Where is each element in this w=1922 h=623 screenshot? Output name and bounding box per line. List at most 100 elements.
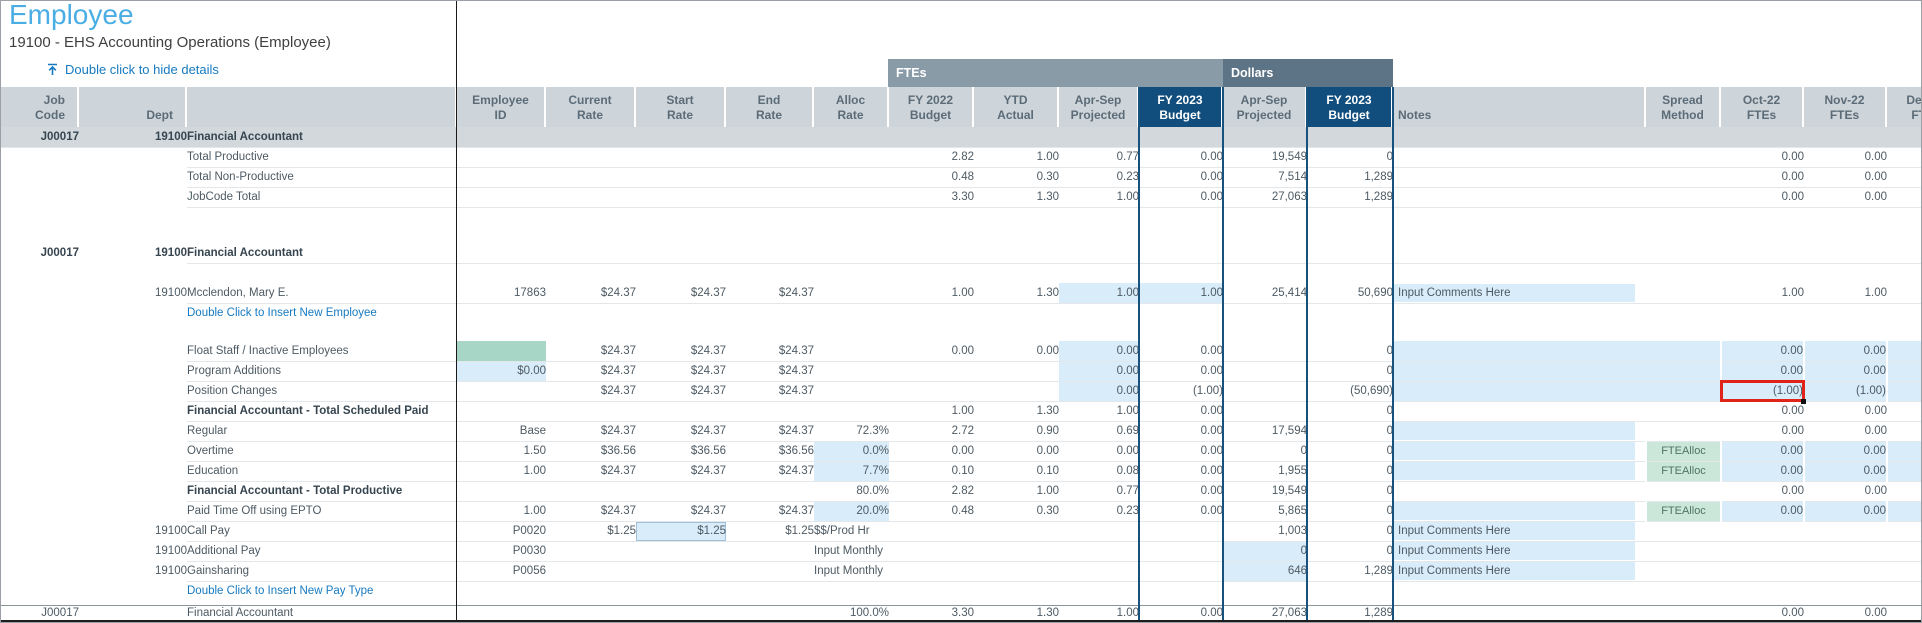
spread-cell[interactable] xyxy=(1646,381,1721,402)
nov-cell[interactable]: 0.00 xyxy=(1803,461,1887,482)
notes-cell[interactable] xyxy=(1393,381,1646,402)
notes-cell[interactable] xyxy=(1393,501,1646,522)
dept-cell xyxy=(79,481,187,501)
spread-method-cell[interactable]: FTEAlloc xyxy=(1645,461,1721,482)
aspf-cell xyxy=(1059,243,1139,264)
aspf-cell: 0.77 xyxy=(1059,480,1139,502)
notes-cell[interactable] xyxy=(1393,361,1646,382)
f23f-cell xyxy=(1139,581,1223,601)
job-cell xyxy=(1,441,79,461)
dec-cell[interactable] xyxy=(1886,461,1921,482)
fy22-cell: 1.00 xyxy=(889,283,974,304)
dept-cell: 19100 xyxy=(155,525,187,537)
notes-cell[interactable]: Input Comments Here xyxy=(1393,541,1646,562)
ytd-cell xyxy=(974,381,1059,402)
notes-input[interactable] xyxy=(1393,502,1635,520)
notes-input[interactable] xyxy=(1393,462,1635,480)
oct-cell xyxy=(1721,263,1804,283)
notes-cell[interactable] xyxy=(1393,441,1646,462)
oct-cell: 0.00 xyxy=(1721,604,1804,621)
f23f-cell: 0.00 xyxy=(1139,501,1223,522)
budget-column-border xyxy=(1306,87,1308,620)
aspf-cell[interactable]: 0.00 xyxy=(1059,381,1139,402)
aspd-cell[interactable]: 646 xyxy=(1223,561,1307,582)
spread-cell[interactable] xyxy=(1646,341,1721,362)
desc-cell: Additional Pay xyxy=(187,541,457,562)
spread-method-cell[interactable]: FTEAlloc xyxy=(1645,501,1721,522)
notes-cell xyxy=(1393,323,1646,341)
notes-cell[interactable] xyxy=(1393,461,1646,482)
dept-cell xyxy=(79,263,187,283)
nov-cell[interactable]: 0.00 xyxy=(1803,441,1887,462)
ytd-cell xyxy=(974,127,1059,148)
aspd-cell xyxy=(1223,341,1307,362)
notes-input[interactable] xyxy=(1393,442,1635,460)
nov-cell xyxy=(1804,521,1887,542)
end-cell: $24.37 xyxy=(726,421,814,442)
nov-cell[interactable]: 0.00 xyxy=(1803,501,1887,522)
aspd-cell[interactable]: 0 xyxy=(1223,541,1307,562)
dec-cell xyxy=(1887,480,1921,502)
ytd-cell xyxy=(974,521,1059,542)
alloc-cell[interactable]: 20.0% xyxy=(814,501,889,522)
collapse-up-icon xyxy=(47,63,58,76)
ytd-cell xyxy=(974,243,1059,264)
spread-cell xyxy=(1646,283,1721,304)
alloc-cell[interactable]: 7.7% xyxy=(814,461,889,482)
oct-cell[interactable]: 0.00 xyxy=(1720,461,1804,482)
notes-cell[interactable] xyxy=(1393,421,1646,442)
insert-new-employee-link[interactable]: Double Click to Insert New Employee xyxy=(187,307,377,320)
oct-cell[interactable]: 0.00 xyxy=(1720,441,1804,462)
dec-cell[interactable] xyxy=(1886,361,1921,382)
nov-cell[interactable]: 0.00 xyxy=(1803,341,1887,362)
spread-method-cell[interactable]: FTEAlloc xyxy=(1645,441,1721,462)
notes-cell[interactable]: Input Comments Here xyxy=(1393,521,1646,542)
f23f-cell[interactable]: 1.00 xyxy=(1139,283,1223,304)
dec-cell xyxy=(1887,127,1921,148)
notes-input[interactable]: Input Comments Here xyxy=(1393,283,1635,302)
notes-input[interactable]: Input Comments Here xyxy=(1393,562,1635,580)
oct-cell[interactable]: 0.00 xyxy=(1720,361,1804,382)
notes-cell[interactable] xyxy=(1393,341,1646,362)
notes-cell[interactable]: Input Comments Here xyxy=(1393,283,1646,304)
col-header-notes: Notes xyxy=(1393,87,1646,127)
aspf-cell[interactable]: 1.00 xyxy=(1059,283,1139,304)
notes-input[interactable] xyxy=(1393,422,1635,440)
fy22-cell: 0.00 xyxy=(889,341,974,362)
nov-cell[interactable]: (1.00) xyxy=(1803,381,1887,402)
dec-cell[interactable] xyxy=(1886,441,1921,462)
alloc-cell[interactable]: 0.0% xyxy=(814,441,889,462)
oct-cell[interactable]: 0.00 xyxy=(1720,501,1804,522)
dept-cell xyxy=(79,227,187,243)
notes-input[interactable]: Input Comments Here xyxy=(1393,522,1635,540)
nov-cell xyxy=(1804,581,1887,601)
notes-input[interactable]: Input Comments Here xyxy=(1393,542,1635,560)
notes-cell xyxy=(1393,243,1646,264)
oct-cell[interactable]: 0.00 xyxy=(1720,341,1804,362)
dec-cell[interactable] xyxy=(1886,341,1921,362)
hide-details-link[interactable]: Double click to hide details xyxy=(47,62,219,77)
f23f-cell xyxy=(1139,303,1223,323)
aspd-cell xyxy=(1223,581,1307,601)
dec-cell[interactable] xyxy=(1886,381,1921,402)
budget-column-border xyxy=(1222,87,1224,620)
notes-cell[interactable]: Input Comments Here xyxy=(1393,561,1646,582)
float-staff-employee-id-cell[interactable] xyxy=(457,341,546,362)
fy22-cell xyxy=(889,323,974,341)
job-cell xyxy=(1,303,79,323)
spread-cell[interactable] xyxy=(1646,361,1721,382)
job-cell xyxy=(1,283,79,303)
emp-cell[interactable]: $0.00 xyxy=(457,361,546,382)
dept-cell xyxy=(79,581,187,601)
dept-cell: 19100 xyxy=(155,287,187,299)
nov-cell[interactable]: 0.00 xyxy=(1803,361,1887,382)
start-rate-selected-cell[interactable]: $1.25 xyxy=(636,521,726,542)
end-cell xyxy=(726,604,814,621)
grid-bottom-edge xyxy=(1,620,1921,622)
position-changes-oct-fte-cell-red-box[interactable]: (1.00) xyxy=(1720,380,1807,403)
insert-new-pay-type-link[interactable]: Double Click to Insert New Pay Type xyxy=(187,585,374,598)
pto-row: Paid Time Off using EPTO 1.00 $24.37 $24.37… xyxy=(1,501,1921,522)
aspf-cell[interactable]: 0.00 xyxy=(1059,361,1139,382)
aspf-cell[interactable]: 0.00 xyxy=(1059,341,1139,362)
dec-cell[interactable] xyxy=(1886,501,1921,522)
